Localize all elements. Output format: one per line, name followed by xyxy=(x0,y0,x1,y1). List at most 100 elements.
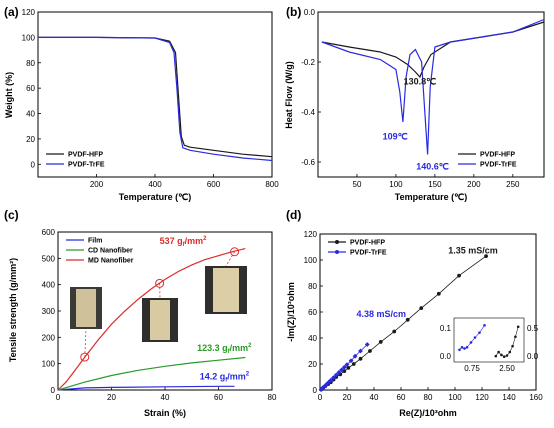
inset-y-tick: 0.5 xyxy=(527,324,539,333)
peak-annotation: 109℃ xyxy=(383,132,408,142)
x-tick-label: 50 xyxy=(353,180,362,189)
data-point xyxy=(339,367,344,373)
data-marker xyxy=(155,278,165,288)
y-tick-label: 80 xyxy=(308,282,317,291)
data-point xyxy=(378,340,383,344)
x-tick-label: 100 xyxy=(389,180,403,189)
x-tick-label: 0 xyxy=(318,393,323,402)
x-tick-label: 140 xyxy=(502,393,516,402)
panel-label-c: (c) xyxy=(4,208,19,222)
legend-label: Film xyxy=(88,238,102,245)
y-axis-label-d: -Im(Z)/10³ohm xyxy=(286,282,296,342)
inset-point xyxy=(508,350,512,354)
data-point xyxy=(344,362,350,368)
x-tick-label: 20 xyxy=(343,393,352,402)
data-point xyxy=(457,273,461,278)
y-tick-label: 40 xyxy=(26,110,35,119)
series-line-cd-nanofiber xyxy=(57,356,246,391)
inset-y-tick: 0.1 xyxy=(440,324,452,333)
data-point xyxy=(358,356,363,361)
inset-point xyxy=(460,346,464,349)
x-tick-label: 40 xyxy=(161,393,170,402)
y-tick-label: 80 xyxy=(26,59,35,68)
photo-connector xyxy=(225,251,235,267)
y-tick-label: 20 xyxy=(26,135,35,144)
panel-b: (b) 50 100 150 200 250 0.0 -0.2 -0.4 -0.6 PVDF-H… xyxy=(284,5,545,202)
x-tick-label: 200 xyxy=(90,180,104,189)
inset-point xyxy=(469,341,473,344)
y-tick-label: 40 xyxy=(308,334,317,343)
series-line-md-nanofiber xyxy=(57,248,246,391)
y-axis-label-c: Tensile strength (g/mm²) xyxy=(8,258,18,362)
x-tick-label: 40 xyxy=(370,393,379,402)
inset-frame xyxy=(453,317,525,363)
photo-connectors-c xyxy=(84,251,235,358)
legend-label: PVDF-HFP xyxy=(350,240,385,247)
inset-point xyxy=(516,325,520,329)
x-tick-label: 150 xyxy=(428,180,442,189)
y-tick-label: 60 xyxy=(26,84,35,93)
y-tick-label: -0.2 xyxy=(301,58,315,67)
y-tick-label: 300 xyxy=(42,307,56,316)
y-tick-label: -0.4 xyxy=(301,108,315,117)
series-a xyxy=(38,36,273,162)
x-tick-label: 20 xyxy=(107,393,116,402)
inset-y-tick: 0.0 xyxy=(440,352,452,361)
panel-label-a: (a) xyxy=(4,5,19,19)
x-tick-label: 80 xyxy=(424,393,433,402)
inset-point xyxy=(505,354,509,357)
inset-x-tick: 2.50 xyxy=(499,364,515,373)
conductivity-annotation: 1.35 mS/cm xyxy=(448,246,498,256)
legend-marker xyxy=(335,250,339,254)
sample-photo-1 xyxy=(70,287,102,329)
strength-annotation: 123.3 gf/mm2 xyxy=(197,343,252,355)
data-point xyxy=(328,377,334,383)
ticks-c: 0 20 40 60 80 0 100 200 300 400 500 600 xyxy=(42,228,277,402)
legend-b: PVDF-HFP PVDF-TrFE xyxy=(458,152,517,169)
data-point xyxy=(341,364,347,370)
y-tick-label: 120 xyxy=(22,8,36,17)
data-point xyxy=(348,358,354,364)
legend-a: PVDF-HFP PVDF-TrFE xyxy=(46,152,105,169)
x-tick-label: 100 xyxy=(448,393,462,402)
data-point xyxy=(346,366,351,370)
series-line-pvdf-trfe xyxy=(321,18,545,155)
x-tick-label: 250 xyxy=(506,180,520,189)
ticks-b: 50 100 150 200 250 0.0 -0.2 -0.4 -0.6 xyxy=(301,8,520,189)
data-point xyxy=(419,306,424,310)
legend-label: PVDF-TrFE xyxy=(480,162,517,169)
y-axis-label-b: Heat Flow (W/g) xyxy=(284,61,294,129)
x-tick-label: 200 xyxy=(467,180,481,189)
data-point xyxy=(351,362,356,366)
data-point xyxy=(358,348,363,354)
x-tick-label: 400 xyxy=(148,180,162,189)
y-tick-label: 100 xyxy=(42,360,56,369)
y-tick-label: 200 xyxy=(42,333,56,342)
inset-point xyxy=(478,331,481,334)
y-axis-label-a: Weight (%) xyxy=(4,72,14,118)
panel-label-d: (d) xyxy=(286,208,301,222)
annotations-b: 130.8℃ 109℃ 140.6℃ xyxy=(383,77,449,172)
data-point xyxy=(392,329,397,334)
x-tick-label: 60 xyxy=(214,393,223,402)
markers-c xyxy=(80,247,240,362)
y-tick-label: 500 xyxy=(42,254,56,263)
photo-connector xyxy=(84,328,87,358)
conductivity-annotation: 4.38 mS/cm xyxy=(356,309,406,319)
data-point xyxy=(484,254,488,258)
x-axis-label-a: Temperature (℃) xyxy=(119,192,191,202)
inset-point xyxy=(458,348,461,352)
inset-point xyxy=(497,350,500,354)
sample-photo-3 xyxy=(205,266,247,314)
legend-label: CD Nanofiber xyxy=(88,248,133,255)
y-tick-label: 100 xyxy=(22,33,36,42)
panel-label-b: (b) xyxy=(286,5,301,19)
x-tick-label: 120 xyxy=(475,393,489,402)
y-tick-label: 600 xyxy=(42,228,56,237)
legend-label: PVDF-HFP xyxy=(68,152,103,159)
y-tick-label: 20 xyxy=(308,360,317,369)
y-tick-label: 0 xyxy=(31,160,36,169)
inset-point xyxy=(502,355,506,359)
series-c xyxy=(57,248,246,391)
